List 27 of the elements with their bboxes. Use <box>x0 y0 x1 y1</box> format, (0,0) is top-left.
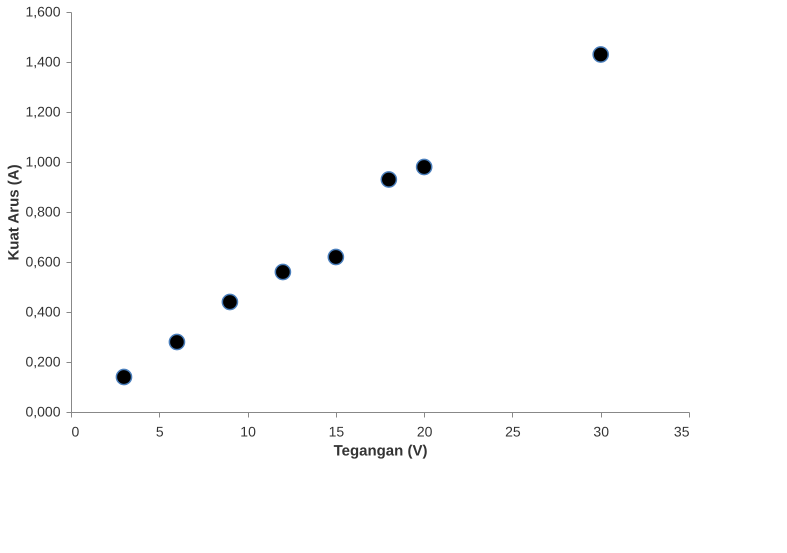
x-axis-title: Tegangan (V) <box>334 442 428 460</box>
x-tick-label: 5 <box>156 424 164 440</box>
y-tick-label: 0,200 <box>25 354 61 370</box>
y-tick-label: 0,400 <box>25 304 61 320</box>
y-tick-label: 0,800 <box>25 204 61 220</box>
x-tick-label: 0 <box>72 424 80 440</box>
point <box>380 171 398 188</box>
y-tick-label: 1,400 <box>25 54 61 70</box>
x-tick-label: 10 <box>240 424 256 440</box>
point <box>116 368 132 386</box>
point <box>168 334 186 350</box>
x-tick-label: 20 <box>416 424 433 440</box>
point <box>328 248 344 266</box>
x-tick-label: 35 <box>674 424 690 440</box>
point <box>416 158 432 176</box>
y-tick-label: 1,600 <box>25 4 61 20</box>
point <box>274 264 292 280</box>
x-tick-label: 30 <box>593 424 610 440</box>
x-tick-label: 25 <box>505 424 521 440</box>
point <box>592 46 610 63</box>
point <box>222 294 238 310</box>
y-tick-label: 1,000 <box>25 154 61 170</box>
y-tick-label: 0,600 <box>25 254 61 270</box>
x-tick-label: 15 <box>328 424 344 440</box>
y-tick-label: 0,000 <box>25 404 61 420</box>
y-axis-title: Kuat Arus (A) <box>5 164 22 261</box>
y-tick-label: 1,200 <box>25 104 61 120</box>
